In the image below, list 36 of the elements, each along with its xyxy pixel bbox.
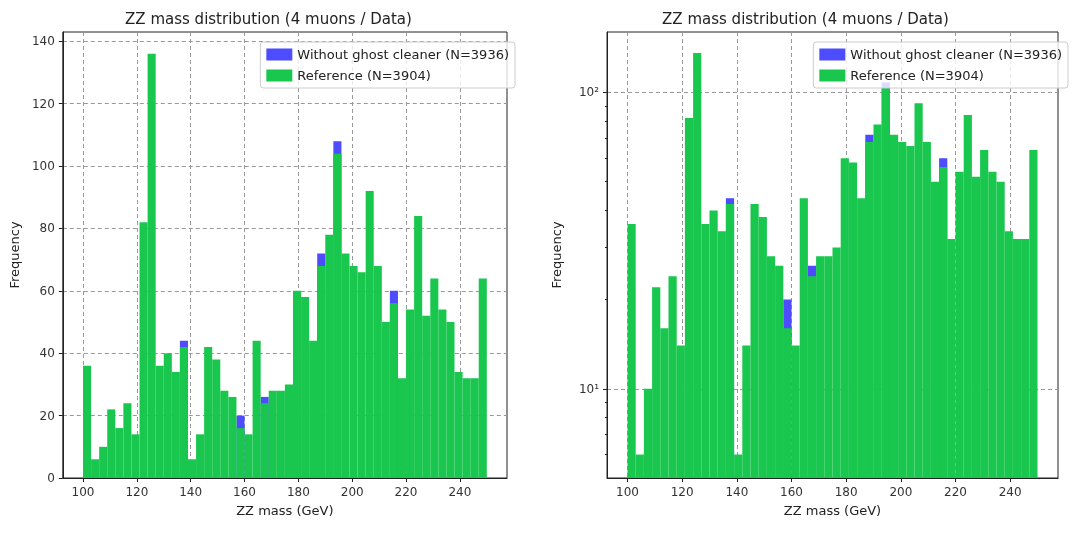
x-tick-label: 140 <box>725 485 749 499</box>
legend-label: Reference (N=3904) <box>850 68 984 83</box>
y-axis-title: Frequency <box>7 221 22 289</box>
x-tick-label: 160 <box>233 485 256 499</box>
x-tick-label: 200 <box>889 485 913 499</box>
chart-title: ZZ mass distribution (4 muons / Data) <box>662 9 949 28</box>
x-tick-label: 220 <box>944 485 967 499</box>
y-tick-label: 100 <box>31 159 55 174</box>
x-tick-label: 100 <box>71 485 95 499</box>
y-tick-label: 10² <box>578 85 600 100</box>
x-axis-title: ZZ mass (GeV) <box>236 503 334 518</box>
x-tick-label: 200 <box>340 485 364 499</box>
y-tick-label: 80 <box>39 221 55 236</box>
x-tick-label: 240 <box>448 485 472 499</box>
x-axis-title: ZZ mass (GeV) <box>783 503 882 518</box>
y-tick-label: 120 <box>31 96 55 111</box>
legend-label: Without ghost cleaner (N=3936) <box>850 47 1062 62</box>
chart-title: ZZ mass distribution (4 muons / Data) <box>125 9 412 28</box>
x-tick-label: 180 <box>834 485 858 499</box>
x-tick-label: 120 <box>670 485 694 499</box>
x-tick-label: 120 <box>125 485 149 499</box>
y-tick-label: 60 <box>39 283 55 298</box>
legend-label: Without ghost cleaner (N=3936) <box>297 47 509 62</box>
y-tick-label: 20 <box>39 408 55 423</box>
y-tick-label: 40 <box>39 346 55 361</box>
y-tick-label: 10¹ <box>578 381 600 396</box>
x-tick-label: 240 <box>998 485 1022 499</box>
y-tick-label: 140 <box>31 34 55 49</box>
legend-label: Reference (N=3904) <box>297 68 431 83</box>
x-tick-label: 140 <box>179 485 203 499</box>
x-tick-label: 100 <box>616 485 639 499</box>
x-tick-label: 180 <box>286 485 310 499</box>
x-tick-label: 220 <box>394 485 418 499</box>
x-tick-label: 160 <box>780 485 803 499</box>
y-axis-title: Frequency <box>549 221 564 289</box>
y-tick-label: 0 <box>47 471 55 485</box>
